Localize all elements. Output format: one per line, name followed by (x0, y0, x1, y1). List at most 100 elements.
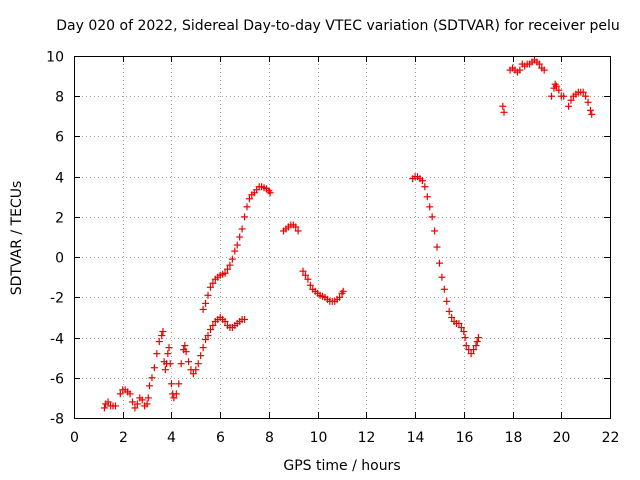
data-point (221, 269, 229, 277)
data-point (148, 374, 156, 382)
x-tick-labels: 0 2 4 6 8 10 12 14 16 18 20 22 (70, 430, 619, 446)
data-point (236, 233, 244, 241)
y-tick-label: -8 (50, 412, 64, 428)
data-point (588, 110, 596, 118)
x-tick-label: 6 (216, 430, 225, 446)
data-point (181, 342, 189, 350)
data-point (170, 394, 178, 402)
data-point (206, 283, 214, 291)
axis-ticks (74, 56, 611, 419)
data-point (433, 243, 441, 251)
data-point (182, 348, 190, 356)
x-tick-label: 20 (553, 430, 571, 446)
y-tick-label: -6 (50, 372, 64, 388)
data-point (339, 287, 347, 295)
data-point (155, 338, 163, 346)
data-point (128, 398, 136, 406)
y-tick-label: -4 (50, 332, 64, 348)
data-point (565, 102, 573, 110)
data-point (209, 279, 217, 287)
data-point (460, 328, 468, 336)
data-point (104, 398, 112, 406)
data-point (204, 332, 212, 340)
data-point (500, 108, 508, 116)
data-point (164, 350, 172, 358)
data-point (126, 390, 134, 398)
data-point (292, 223, 300, 231)
x-tick-label: 0 (70, 430, 79, 446)
grid-lines (74, 56, 610, 418)
data-point (202, 299, 210, 307)
y-tick-label: 8 (55, 90, 64, 106)
data-point (197, 352, 205, 360)
data-point (266, 189, 274, 197)
data-point (448, 313, 456, 321)
data-point (336, 293, 344, 301)
data-point (100, 404, 108, 412)
data-point (426, 203, 434, 211)
data-point (228, 255, 236, 263)
data-point (133, 400, 141, 408)
data-point (150, 364, 158, 372)
y-tick-label: 10 (46, 50, 64, 66)
data-point (516, 66, 524, 74)
y-tick-label: 4 (55, 171, 64, 187)
data-point (535, 60, 543, 68)
data-point (499, 102, 507, 110)
data-point (241, 213, 249, 221)
data-point (116, 390, 124, 398)
data-point (221, 317, 229, 325)
data-point (209, 321, 217, 329)
y-tick-label: -2 (50, 291, 64, 307)
y-tick-label: 6 (55, 130, 64, 146)
x-tick-label: 16 (456, 430, 474, 446)
data-point (470, 346, 478, 354)
data-point (567, 96, 575, 104)
data-point (445, 307, 453, 315)
data-point (231, 247, 239, 255)
data-point (189, 370, 197, 378)
data-point (560, 92, 568, 100)
data-point (161, 366, 169, 374)
data-point (245, 195, 253, 203)
data-point (294, 227, 302, 235)
data-point (584, 98, 592, 106)
y-axis-label: SDTVAR / TECUs (9, 181, 25, 296)
data-point (144, 394, 152, 402)
y-tick-label: 2 (55, 211, 64, 227)
data-point (185, 358, 193, 366)
data-point (143, 400, 151, 408)
data-point (223, 265, 231, 273)
data-point (243, 203, 251, 211)
data-point (111, 402, 119, 410)
data-point (435, 259, 443, 267)
data-point (177, 360, 185, 368)
data-point (167, 380, 175, 388)
data-point (165, 344, 173, 352)
data-point (443, 297, 451, 305)
data-point (233, 241, 241, 249)
data-point (440, 285, 448, 293)
data-point (421, 183, 429, 191)
data-point (202, 336, 210, 344)
y-tick-label: 0 (55, 251, 64, 267)
data-point (159, 328, 167, 336)
data-point (552, 82, 560, 90)
data-point (175, 380, 183, 388)
data-point (582, 92, 590, 100)
x-axis-label: GPS time / hours (283, 458, 400, 474)
data-point (579, 88, 587, 96)
data-point (555, 86, 563, 94)
data-point (423, 193, 431, 201)
data-point (467, 350, 475, 358)
data-point (241, 315, 249, 323)
data-point (204, 291, 212, 299)
x-tick-label: 22 (602, 430, 620, 446)
data-point (166, 360, 174, 368)
data-point (548, 92, 556, 100)
data-point (304, 275, 312, 283)
y-tick-labels: -8 -6 -4 -2 0 2 4 6 8 10 (46, 50, 64, 428)
data-point (462, 342, 470, 350)
data-points (100, 56, 596, 412)
